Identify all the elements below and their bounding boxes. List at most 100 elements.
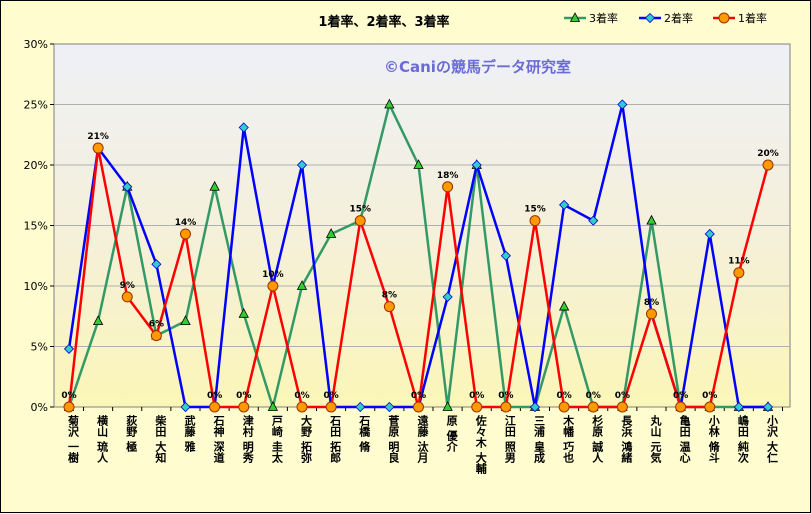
data-point bbox=[471, 159, 482, 171]
data-label: 8% bbox=[382, 291, 397, 301]
data-point bbox=[442, 291, 453, 302]
legend-label: 3着率 bbox=[589, 11, 618, 25]
data-point bbox=[646, 308, 657, 320]
x-category-label: 石橋 脩 bbox=[358, 415, 372, 453]
data-label: 0% bbox=[673, 391, 688, 401]
y-tick-label: 15% bbox=[24, 220, 48, 233]
x-category-label: 津村 明秀 bbox=[241, 414, 255, 464]
legend-label: 2着率 bbox=[664, 11, 693, 25]
data-point bbox=[296, 401, 308, 413]
series-layer bbox=[63, 98, 774, 413]
data-point bbox=[384, 401, 395, 413]
data-point bbox=[121, 291, 133, 303]
data-point bbox=[587, 401, 599, 413]
y-axis: 0% 5% 10% 15% 20% 25% 30% bbox=[24, 38, 54, 414]
x-category-label: 佐々木 大輔 bbox=[474, 414, 488, 475]
data-point bbox=[704, 228, 715, 240]
data-label: 0% bbox=[411, 391, 426, 401]
x-category-label: 原 優介 bbox=[445, 415, 459, 452]
data-point bbox=[209, 180, 220, 191]
series-1着率 bbox=[63, 142, 774, 413]
x-category-label: 石田 拓郎 bbox=[329, 415, 343, 464]
data-point bbox=[646, 214, 657, 225]
data-label: 0% bbox=[294, 391, 309, 401]
data-point bbox=[675, 401, 687, 413]
legend-label: 1着率 bbox=[738, 11, 767, 25]
data-point bbox=[588, 215, 599, 226]
y-tick-label: 25% bbox=[24, 99, 48, 112]
data-label: 0% bbox=[556, 391, 571, 401]
x-category-label: 石神 深道 bbox=[212, 415, 226, 464]
data-label: 0% bbox=[615, 391, 630, 401]
data-point bbox=[63, 343, 75, 354]
x-category-label: 小沢 大仁 bbox=[766, 414, 780, 464]
data-point bbox=[92, 142, 104, 154]
data-point bbox=[355, 401, 366, 413]
y-tick-label: 20% bbox=[24, 159, 48, 172]
data-point bbox=[704, 401, 716, 413]
data-label: 14% bbox=[175, 218, 197, 228]
y-tick-label: 30% bbox=[24, 38, 48, 51]
x-category-label: 横山 琉人 bbox=[96, 414, 109, 463]
data-point bbox=[238, 307, 249, 318]
data-point bbox=[500, 401, 512, 413]
data-label: 18% bbox=[437, 171, 459, 181]
data-point bbox=[733, 267, 745, 279]
chart-title: 1着率、2着率、3着率 bbox=[318, 14, 449, 30]
x-category-label: 木幡 巧也 bbox=[562, 414, 576, 463]
data-point bbox=[180, 228, 191, 240]
x-category-label: 菊沢 一樹 bbox=[67, 414, 80, 464]
x-category-label: 亀田 温心 bbox=[678, 414, 691, 464]
data-point bbox=[354, 215, 366, 227]
data-point bbox=[180, 315, 191, 325]
data-label: 10% bbox=[262, 270, 284, 280]
legend-marker bbox=[718, 12, 730, 24]
data-label: 15% bbox=[524, 205, 546, 215]
data-label: 0% bbox=[586, 391, 601, 401]
data-point bbox=[559, 199, 570, 210]
data-point bbox=[500, 250, 511, 261]
data-point bbox=[296, 159, 308, 171]
data-label: 21% bbox=[87, 132, 109, 142]
data-point bbox=[762, 159, 774, 171]
data-point bbox=[92, 315, 104, 325]
watermark: ©Caniの競馬データ研究室 bbox=[384, 58, 571, 76]
legend-marker bbox=[569, 12, 581, 22]
data-point bbox=[529, 401, 541, 413]
y-tick-label: 0% bbox=[31, 401, 48, 414]
y-tick-label: 10% bbox=[24, 280, 48, 293]
data-label: 0% bbox=[61, 391, 76, 401]
data-labels: 0% 21% 9% 6% 14% 0% 0% 10% 0% 0% 15% 8% 0% 18% 0% 0% 15%… bbox=[61, 132, 778, 401]
data-label: 20% bbox=[757, 149, 779, 159]
data-label: 6% bbox=[149, 320, 164, 330]
data-point bbox=[63, 401, 75, 413]
x-category-label: 江田 照男 bbox=[503, 414, 516, 464]
data-label: 0% bbox=[207, 391, 222, 401]
x-axis: 菊沢 一樹 横山 琉人 荻野 極 柴田 大知 武藤 雅 石神 深道 津村 明秀 戸崎 圭太 大野… bbox=[67, 407, 783, 475]
x-category-label: 戸崎 圭太 bbox=[270, 415, 284, 464]
data-point bbox=[238, 401, 250, 413]
grid-lines bbox=[54, 104, 790, 347]
x-category-label: 三浦 皇成 bbox=[533, 415, 546, 464]
data-point bbox=[413, 401, 424, 413]
legend: 3着率 2着率 1着率 bbox=[564, 11, 767, 25]
data-point bbox=[267, 280, 279, 292]
x-category-label: 武藤 雅 bbox=[183, 414, 196, 453]
data-point bbox=[180, 401, 191, 413]
data-point bbox=[471, 401, 483, 413]
data-point bbox=[383, 301, 395, 313]
y-tick-label: 5% bbox=[31, 341, 48, 354]
data-point bbox=[762, 401, 774, 413]
data-point bbox=[238, 122, 249, 133]
data-point bbox=[529, 215, 541, 227]
data-point bbox=[151, 259, 162, 270]
data-point bbox=[209, 401, 221, 413]
data-point bbox=[733, 401, 744, 413]
data-point bbox=[558, 401, 570, 413]
legend-marker bbox=[644, 12, 656, 24]
data-point bbox=[325, 228, 337, 238]
data-point bbox=[442, 181, 454, 193]
data-point bbox=[616, 401, 628, 413]
